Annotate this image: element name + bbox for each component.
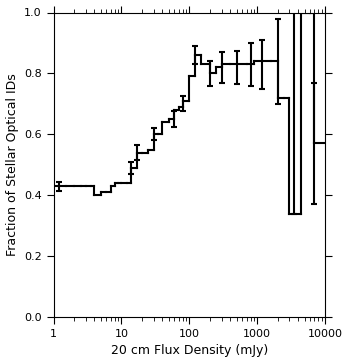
Y-axis label: Fraction of Stellar Optical IDs: Fraction of Stellar Optical IDs (6, 73, 18, 256)
X-axis label: 20 cm Flux Density (mJy): 20 cm Flux Density (mJy) (111, 344, 268, 358)
